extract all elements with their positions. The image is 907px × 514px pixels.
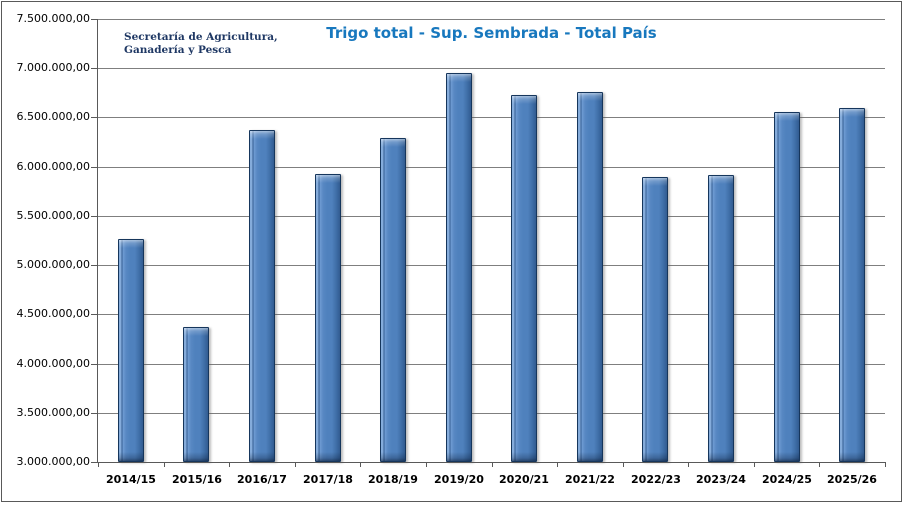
x-tick-mark: [164, 463, 165, 467]
y-tick-mark: [91, 68, 98, 69]
x-tick-mark: [360, 463, 361, 467]
bar: [577, 92, 603, 462]
y-gridline: [98, 314, 885, 315]
x-tick-mark: [98, 463, 99, 467]
bar: [315, 174, 341, 462]
y-gridline: [98, 413, 885, 414]
x-tick-mark: [754, 463, 755, 467]
y-tick-mark: [91, 314, 98, 315]
x-tick-mark: [623, 463, 624, 467]
y-tick-label: 7.000.000,00: [16, 61, 90, 74]
chart-frame: Secretaría de Agricultura, Ganadería y P…: [1, 1, 902, 502]
x-tick-mark: [295, 463, 296, 467]
y-tick-label: 4.000.000,00: [16, 357, 90, 370]
y-gridline: [98, 117, 885, 118]
bar: [642, 177, 668, 462]
bar: [708, 175, 734, 462]
org-label: Secretaría de Agricultura, Ganadería y P…: [124, 31, 278, 57]
x-category-label: 2016/17: [237, 473, 287, 486]
y-gridline: [98, 216, 885, 217]
y-tick-mark: [91, 364, 98, 365]
y-tick-label: 3.500.000,00: [16, 406, 90, 419]
bar: [446, 73, 472, 462]
y-gridline: [98, 19, 885, 20]
x-tick-mark: [885, 463, 886, 467]
org-label-line1: Secretaría de Agricultura,: [124, 31, 278, 43]
bar: [118, 239, 144, 462]
y-tick-label: 3.000.000,00: [16, 455, 90, 468]
bar: [380, 138, 406, 462]
y-gridline: [98, 265, 885, 266]
y-tick-label: 6.000.000,00: [16, 160, 90, 173]
org-label-line2: Ganadería y Pesca: [124, 44, 232, 57]
y-tick-mark: [91, 265, 98, 266]
y-tick-mark: [91, 413, 98, 414]
bar: [249, 130, 275, 462]
x-tick-mark: [492, 463, 493, 467]
x-category-label: 2015/16: [172, 473, 222, 486]
y-tick-mark: [91, 462, 98, 463]
x-tick-mark: [229, 463, 230, 467]
y-axis-line: [97, 19, 98, 463]
y-gridline: [98, 167, 885, 168]
y-tick-label: 7.500.000,00: [16, 12, 90, 25]
plot-area: [98, 19, 885, 462]
bar: [774, 112, 800, 462]
y-tick-mark: [91, 216, 98, 217]
bar: [511, 95, 537, 462]
x-category-label: 2024/25: [762, 473, 812, 486]
y-tick-mark: [91, 117, 98, 118]
x-category-label: 2025/26: [827, 473, 877, 486]
chart-title: Trigo total - Sup. Sembrada - Total País: [326, 24, 657, 42]
y-tick-label: 5.000.000,00: [16, 258, 90, 271]
y-tick-label: 5.500.000,00: [16, 209, 90, 222]
bar: [183, 327, 209, 462]
y-tick-mark: [91, 167, 98, 168]
x-category-label: 2019/20: [434, 473, 484, 486]
x-category-label: 2023/24: [696, 473, 746, 486]
x-tick-mark: [557, 463, 558, 467]
y-tick-mark: [91, 19, 98, 20]
x-category-label: 2020/21: [499, 473, 549, 486]
x-tick-mark: [426, 463, 427, 467]
x-category-label: 2022/23: [631, 473, 681, 486]
x-category-label: 2017/18: [303, 473, 353, 486]
x-tick-mark: [688, 463, 689, 467]
x-category-label: 2021/22: [565, 473, 615, 486]
y-gridline: [98, 68, 885, 69]
y-tick-label: 4.500.000,00: [16, 307, 90, 320]
x-category-label: 2014/15: [106, 473, 156, 486]
x-tick-mark: [819, 463, 820, 467]
y-gridline: [98, 364, 885, 365]
x-category-label: 2018/19: [368, 473, 418, 486]
y-tick-label: 6.500.000,00: [16, 110, 90, 123]
bar: [839, 108, 865, 462]
x-axis-line: [97, 462, 886, 463]
